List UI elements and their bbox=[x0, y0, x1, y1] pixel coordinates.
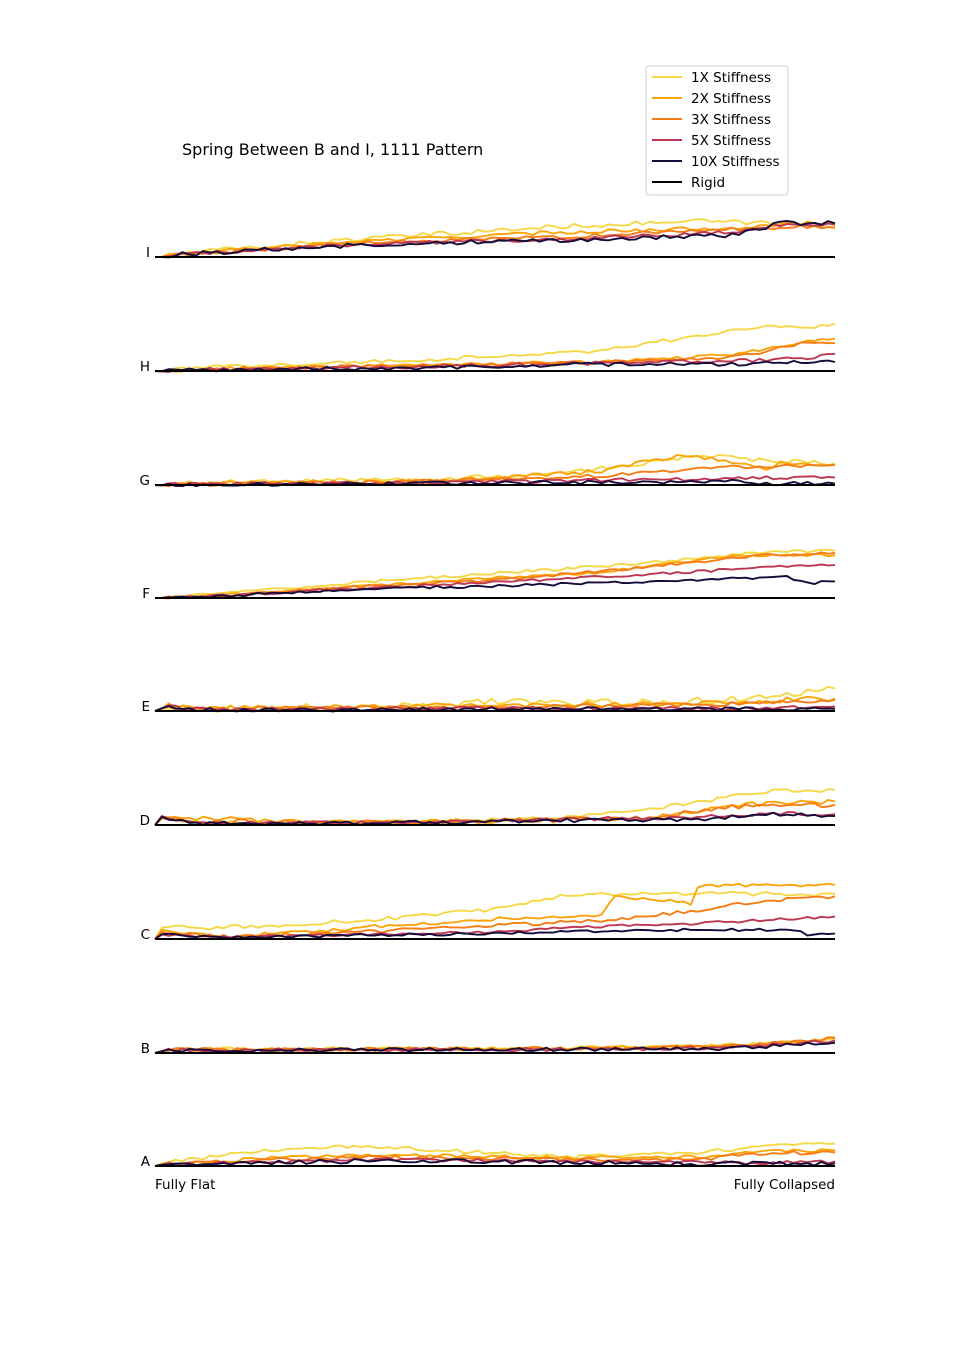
panel-label-g: G bbox=[140, 473, 150, 489]
x-axis-start-label: Fully Flat bbox=[155, 1177, 215, 1193]
series-line-f-1x-stiffness bbox=[154, 548, 836, 599]
legend-entry-label: 2X Stiffness bbox=[691, 91, 771, 107]
series-line-a-3x-stiffness bbox=[154, 1150, 836, 1167]
series-line-g-5x-stiffness bbox=[154, 475, 836, 488]
series-line-d-2x-stiffness bbox=[154, 798, 836, 826]
panel-a: A bbox=[141, 1142, 836, 1170]
legend: 1X Stiffness 2X Stiffness 3X Stiffness 5X S… bbox=[645, 65, 789, 196]
legend-entry-label: Rigid bbox=[691, 175, 725, 191]
panel-label-d: D bbox=[140, 813, 150, 829]
series-line-c-10x-stiffness bbox=[154, 927, 836, 940]
series-line-g-1x-stiffness bbox=[154, 454, 836, 487]
series-line-c-1x-stiffness bbox=[154, 890, 836, 940]
legend-entry-label: 5X Stiffness bbox=[691, 133, 771, 149]
series-line-d-10x-stiffness bbox=[154, 811, 836, 826]
panel-h: H bbox=[140, 322, 836, 375]
series-line-e-10x-stiffness bbox=[154, 705, 836, 713]
panel-d: D bbox=[140, 788, 836, 829]
legend-entry-label: 10X Stiffness bbox=[691, 154, 780, 170]
panel-c: C bbox=[141, 882, 836, 943]
panels-group: I H G F E D C B A bbox=[140, 218, 836, 1170]
series-line-c-2x-stiffness bbox=[154, 882, 836, 940]
series-line-a-1x-stiffness bbox=[154, 1142, 836, 1167]
legend-entry-label: 1X Stiffness bbox=[691, 70, 771, 86]
panel-i: I bbox=[146, 218, 836, 261]
panel-label-h: H bbox=[140, 359, 150, 375]
panel-label-a: A bbox=[141, 1154, 151, 1170]
legend-entry-label: 3X Stiffness bbox=[691, 112, 771, 128]
panel-b: B bbox=[141, 1036, 836, 1057]
panel-g: G bbox=[140, 453, 836, 489]
series-line-f-10x-stiffness bbox=[155, 575, 836, 599]
panel-label-e: E bbox=[141, 699, 150, 715]
panel-f: F bbox=[142, 548, 836, 602]
chart-title: Spring Between B and I, 1111 Pattern bbox=[182, 140, 483, 159]
series-line-i-10x-stiffness bbox=[154, 220, 836, 259]
series-line-b-10x-stiffness bbox=[154, 1041, 836, 1054]
panel-label-f: F bbox=[142, 586, 150, 602]
panel-label-c: C bbox=[141, 927, 150, 943]
panel-e: E bbox=[141, 685, 836, 715]
series-line-f-3x-stiffness bbox=[154, 551, 836, 600]
series-line-a-10x-stiffness bbox=[154, 1158, 836, 1167]
x-axis-end-label: Fully Collapsed bbox=[734, 1177, 835, 1193]
series-line-c-5x-stiffness bbox=[154, 915, 836, 940]
panel-label-i: I bbox=[146, 245, 150, 261]
series-line-f-5x-stiffness bbox=[154, 563, 836, 599]
panel-label-b: B bbox=[141, 1041, 150, 1057]
